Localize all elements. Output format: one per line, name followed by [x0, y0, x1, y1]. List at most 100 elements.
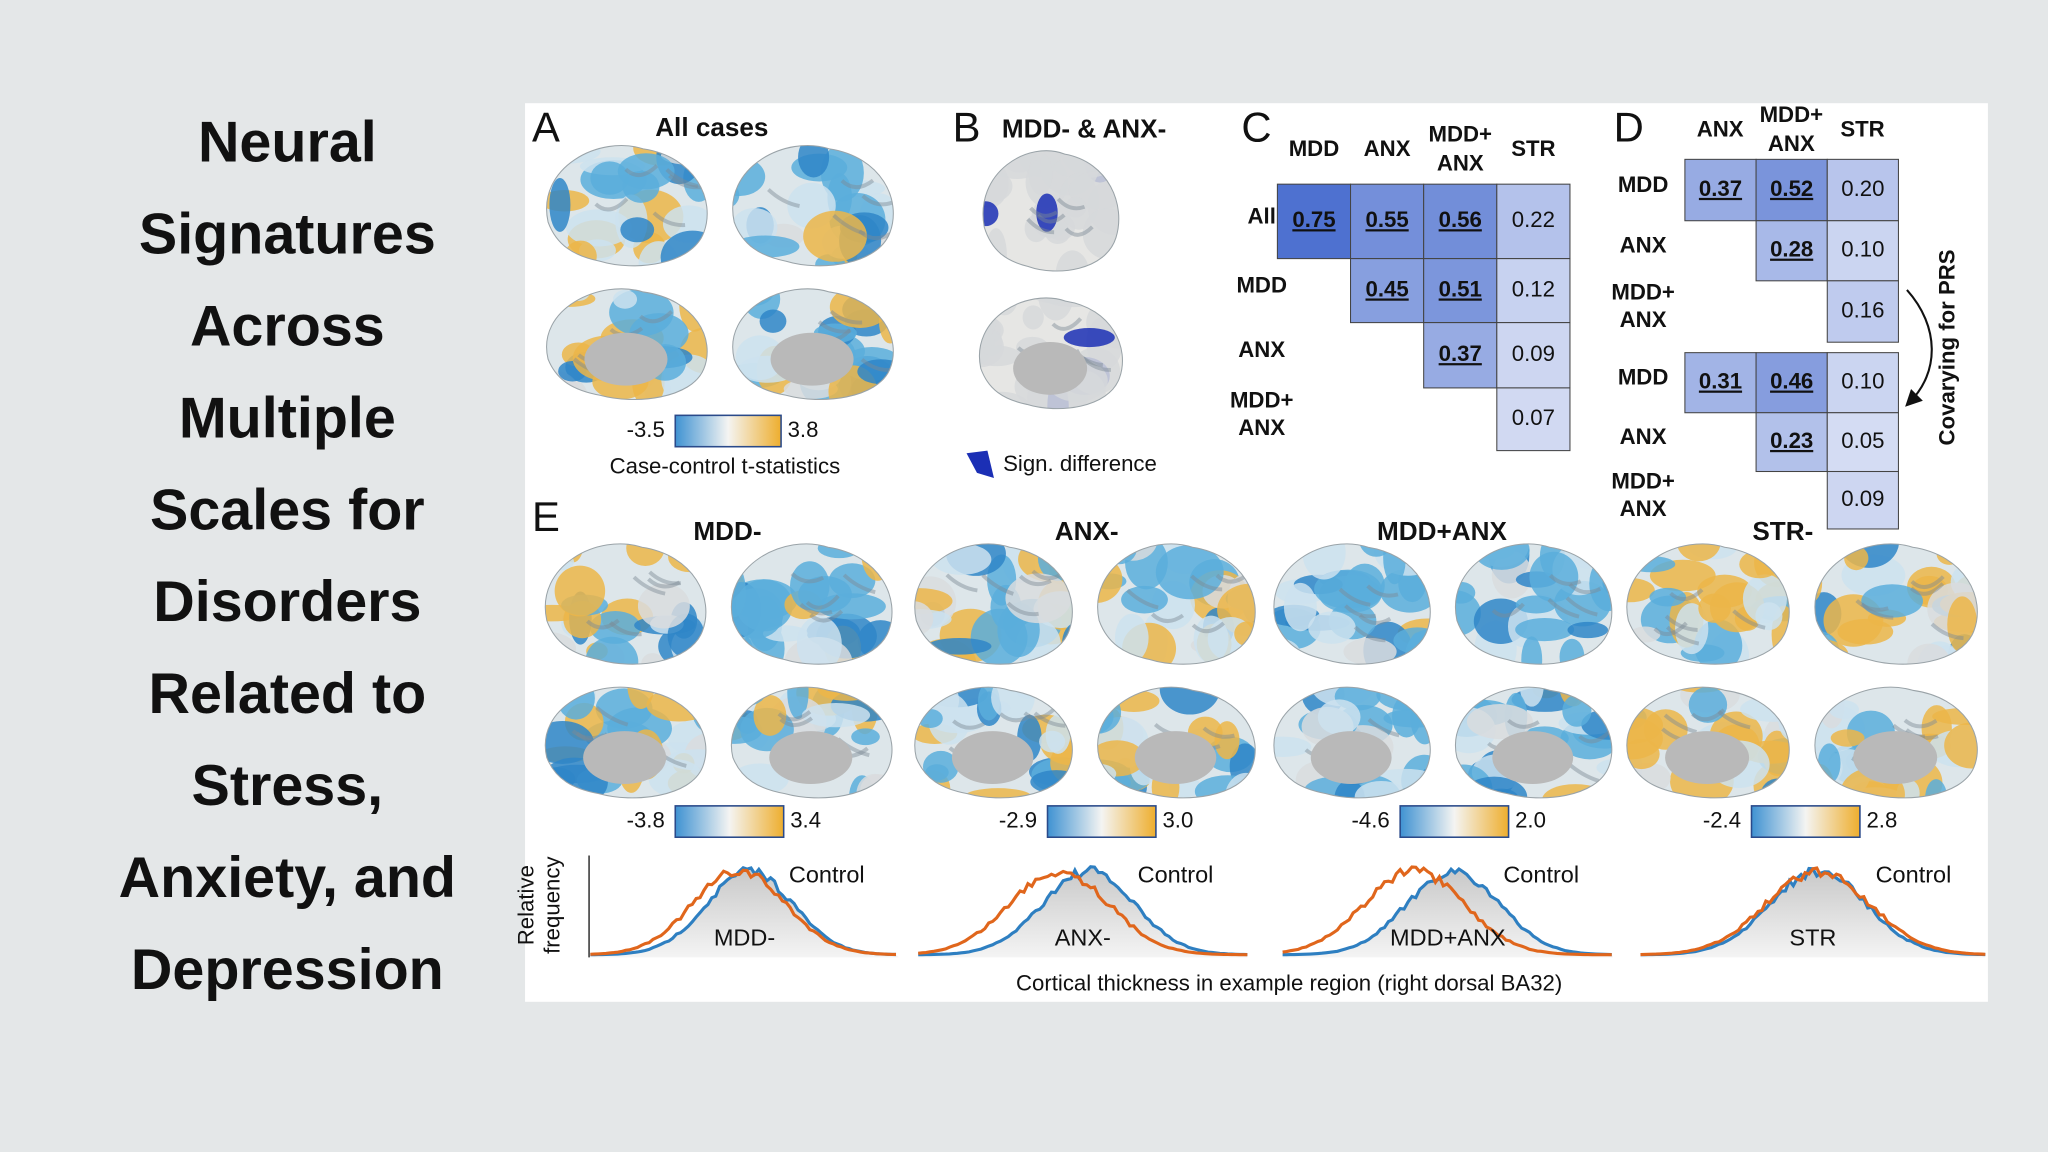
brain-sulcus: [1126, 588, 1159, 610]
table-cell: [1496, 387, 1571, 452]
panel-letter: C: [1241, 104, 1271, 151]
brain-region: [796, 616, 842, 665]
colorbar-max: 2.8: [1866, 807, 1897, 832]
brain-edge: [546, 145, 708, 267]
cell-value: 0.10: [1841, 237, 1884, 262]
brain-region: [554, 565, 606, 617]
brain-region: [1343, 637, 1397, 665]
medial-wall: [1665, 731, 1750, 785]
brain-sulcus: [595, 705, 629, 727]
brain-edge: [730, 543, 893, 665]
brain-edge: [730, 686, 893, 799]
brain-sulcus: [1930, 622, 1964, 641]
case-curve: [1282, 865, 1612, 957]
brain-sulcus: [609, 620, 642, 637]
legend-swatch: [966, 450, 994, 479]
brain-view: [546, 288, 708, 400]
column-header: MDD+: [1760, 102, 1824, 127]
control-label: Control: [1138, 862, 1214, 888]
brain-region: [620, 217, 655, 243]
brain-region: [1762, 730, 1790, 777]
panel-title: All cases: [655, 112, 768, 142]
slide-title-line: Signatures: [139, 202, 436, 266]
brain-region: [1529, 551, 1579, 603]
table-cell: [1684, 352, 1757, 414]
control-label: Control: [1876, 862, 1952, 888]
row-label: ANX: [1620, 233, 1667, 258]
brain-edge: [1626, 543, 1790, 665]
brain-sulcus: [779, 716, 814, 728]
slide-title-line: Anxiety, and: [119, 846, 456, 910]
brain-region: [1308, 611, 1356, 644]
brain-sulcus: [1202, 726, 1235, 739]
brain-sulcus: [1547, 598, 1580, 619]
brain-region: [1214, 721, 1240, 760]
arrow: [1905, 289, 1933, 407]
brain-region: [1688, 687, 1728, 723]
cell-value: 0.20: [1841, 176, 1884, 201]
brain-region: [1036, 193, 1058, 232]
brain-region: [566, 209, 632, 247]
brain-sulcus: [1366, 584, 1399, 598]
brain-region: [1455, 590, 1481, 637]
slide-title-line: Across: [190, 294, 385, 358]
brain-edge: [978, 297, 1123, 410]
brain-region: [1521, 636, 1543, 665]
row-label: ANX: [1620, 424, 1667, 449]
brain-region: [1283, 582, 1317, 632]
brain-sulcus: [594, 197, 629, 212]
colorbar: [674, 805, 785, 839]
slide-title-line: Neural: [198, 110, 377, 174]
brain-region: [1837, 618, 1894, 645]
group-title: MDD-: [693, 516, 761, 546]
brain-sulcus: [1150, 612, 1185, 623]
content: Neural Signatures Across Multiple Scales for…: [119, 102, 1988, 1002]
brain-region: [627, 687, 655, 709]
brain-sulcus: [1023, 706, 1057, 720]
table-cell: [1755, 352, 1828, 414]
panel-letter: B: [953, 104, 981, 151]
brain-region: [1567, 621, 1609, 639]
medial-wall: [1013, 341, 1088, 395]
cell-value: 0.09: [1841, 486, 1884, 511]
table-cell: [1826, 220, 1899, 282]
brain-sulcus: [639, 310, 674, 324]
brain-region: [759, 309, 787, 333]
row-label: MDD: [1236, 273, 1287, 298]
histogram-area: [1640, 868, 1986, 958]
control-label: Control: [789, 862, 865, 888]
brain-sulcus: [1026, 217, 1055, 235]
brain-sulcus: [858, 229, 892, 241]
brain-sulcus: [1669, 588, 1704, 601]
brain-edge: [1454, 686, 1613, 799]
brain-region: [1677, 543, 1721, 562]
brain-region: [983, 201, 999, 227]
brain-region: [637, 583, 690, 629]
brain-region: [585, 636, 639, 665]
brain-region: [589, 610, 641, 644]
brain-edge: [1626, 686, 1790, 799]
brain-view: [914, 686, 1073, 799]
brain-region: [612, 290, 638, 309]
table-cell: [1423, 258, 1498, 324]
row-label: MDD+: [1611, 468, 1675, 493]
brain-region: [970, 608, 1028, 665]
brain-region: [1028, 152, 1053, 196]
brain-region: [1082, 208, 1119, 260]
brain-sulcus: [1568, 582, 1602, 595]
panel-letter: A: [532, 104, 560, 151]
brain-region: [1559, 638, 1585, 665]
brain-sulcus: [1903, 718, 1938, 729]
brain-region: [1063, 327, 1115, 348]
brain-region: [1273, 736, 1312, 757]
brain-sulcus: [1663, 713, 1698, 734]
brain-region: [1861, 584, 1923, 618]
brain-region: [1697, 574, 1753, 608]
brain-edge: [1097, 543, 1256, 665]
brain-region: [1742, 574, 1788, 624]
medial-wall: [951, 731, 1034, 785]
brain-edge: [732, 288, 894, 400]
brain-sulcus: [1548, 574, 1582, 586]
